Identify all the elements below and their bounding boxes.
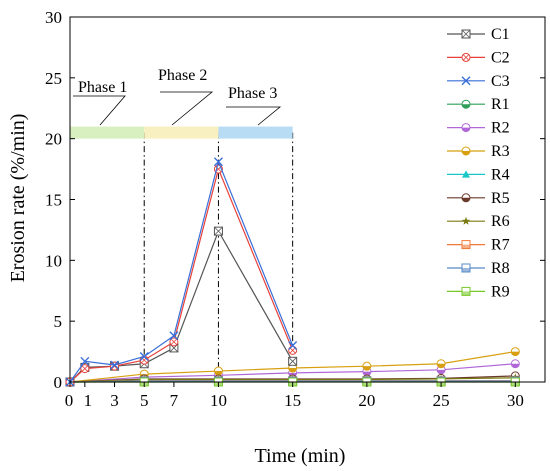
data-point-c2-1: [80, 364, 90, 374]
phase-label-2: Phase 2: [158, 67, 207, 84]
data-point-r2-6: [510, 359, 520, 369]
data-point-r3-6: [510, 347, 520, 357]
x-tick-label-0: 0: [65, 391, 74, 410]
data-point-c3-3: [139, 351, 149, 361]
legend-marker-r4: [462, 170, 470, 178]
phase-label-3: Phase 3: [228, 85, 277, 102]
phase-label-leader-3: [226, 106, 282, 126]
y-tick-label-15: 15: [45, 191, 62, 210]
legend-label-r9: R9: [491, 283, 510, 300]
x-tick-label-7: 7: [170, 391, 179, 410]
legend-item-r6: R6: [447, 213, 510, 230]
series-line-c2: [69, 167, 294, 383]
series-c3: [65, 157, 298, 387]
data-point-c2-4: [169, 337, 179, 347]
y-tick-label-5: 5: [54, 312, 63, 331]
y-tick-label-20: 20: [45, 130, 62, 149]
legend-marker-r1: [461, 99, 471, 109]
y-tick-label-10: 10: [45, 251, 62, 270]
legend-marker-r7: [461, 240, 471, 250]
x-tick-label-1: 1: [84, 391, 93, 410]
x-tick-label-20: 20: [358, 391, 375, 410]
data-point-r2-5: [436, 365, 446, 375]
legend-label-r8: R8: [491, 260, 510, 277]
phase-label-1: Phase 1: [78, 79, 127, 96]
legend-marker-r6: [461, 216, 471, 225]
legend-item-r4: R4: [447, 166, 510, 183]
legend-item-r1: R1: [447, 96, 510, 113]
x-tick-label-5: 5: [140, 391, 149, 410]
legend-marker-r9: [461, 286, 471, 296]
series-line-c3: [69, 159, 294, 383]
data-point-c1-6: [288, 356, 298, 366]
x-tick-label-3: 3: [110, 391, 119, 410]
legend-label-r4: R4: [491, 166, 510, 183]
y-tick-label-0: 0: [54, 373, 63, 392]
x-tick-label-10: 10: [210, 391, 227, 410]
legend-item-c2: C2: [447, 49, 510, 66]
legend-marker-r8: [461, 263, 471, 273]
phase-label-leader-1: [73, 95, 126, 126]
legend-marker-c1: [461, 29, 471, 39]
phase-band-1: [70, 126, 145, 139]
data-point-c2-2: [110, 361, 120, 371]
legend-marker-r5: [461, 193, 471, 203]
data-point-r3-2: [213, 366, 223, 376]
legend-item-c3: C3: [447, 73, 510, 90]
legend-item-r2: R2: [447, 120, 510, 137]
data-point-r3-4: [362, 361, 372, 371]
y-axis-title: Erosion rate (%/min): [7, 114, 29, 283]
legend-item-c1: C1: [447, 26, 510, 43]
data-point-r3-5: [436, 359, 446, 369]
x-tick-label-25: 25: [433, 391, 450, 410]
data-point-c3-1: [80, 356, 90, 366]
data-point-r3-3: [288, 363, 298, 373]
legend: C1 C2 C3 R1 R2 R3 R4 R5 R6 R7 R8 R9: [447, 26, 510, 300]
legend-marker-r3: [461, 146, 471, 156]
legend-marker-c3: [461, 76, 471, 86]
y-tick-label-25: 25: [45, 69, 62, 88]
data-point-c1-5: [213, 226, 223, 236]
legend-item-r5: R5: [447, 190, 510, 207]
phase-layer: Phase 1 Phase 2 Phase 3: [70, 67, 294, 382]
legend-label-r2: R2: [491, 120, 510, 137]
legend-item-r7: R7: [447, 237, 510, 254]
legend-item-r9: R9: [447, 283, 510, 300]
phase-label-leader-2: [160, 91, 214, 126]
phase-band-2: [144, 126, 219, 139]
plot-frame: [69, 16, 546, 383]
legend-marker-r2: [461, 123, 471, 133]
x-tick-label-30: 30: [507, 391, 524, 410]
phase-band-3: [218, 126, 293, 139]
series-layer: [65, 157, 520, 387]
y-tick-label-30: 30: [45, 8, 62, 27]
legend-label-r3: R3: [491, 143, 510, 160]
data-point-c3-4: [169, 331, 179, 341]
legend-label-r6: R6: [491, 213, 510, 230]
legend-label-c1: C1: [491, 26, 510, 43]
data-point-c3-5: [213, 157, 223, 167]
legend-label-c3: C3: [491, 73, 510, 90]
legend-item-r8: R8: [447, 260, 510, 277]
legend-label-r1: R1: [491, 96, 510, 113]
x-axis-title: Time (min): [255, 445, 346, 467]
data-point-c3-6: [288, 341, 298, 350]
legend-label-r5: R5: [491, 190, 510, 207]
legend-label-r7: R7: [491, 237, 510, 254]
legend-item-r3: R3: [447, 143, 510, 160]
series-c2: [65, 164, 298, 387]
legend-label-c2: C2: [491, 49, 510, 66]
legend-marker-c2: [461, 52, 471, 62]
x-tick-label-15: 15: [284, 391, 301, 410]
data-point-c3-2: [110, 360, 120, 370]
